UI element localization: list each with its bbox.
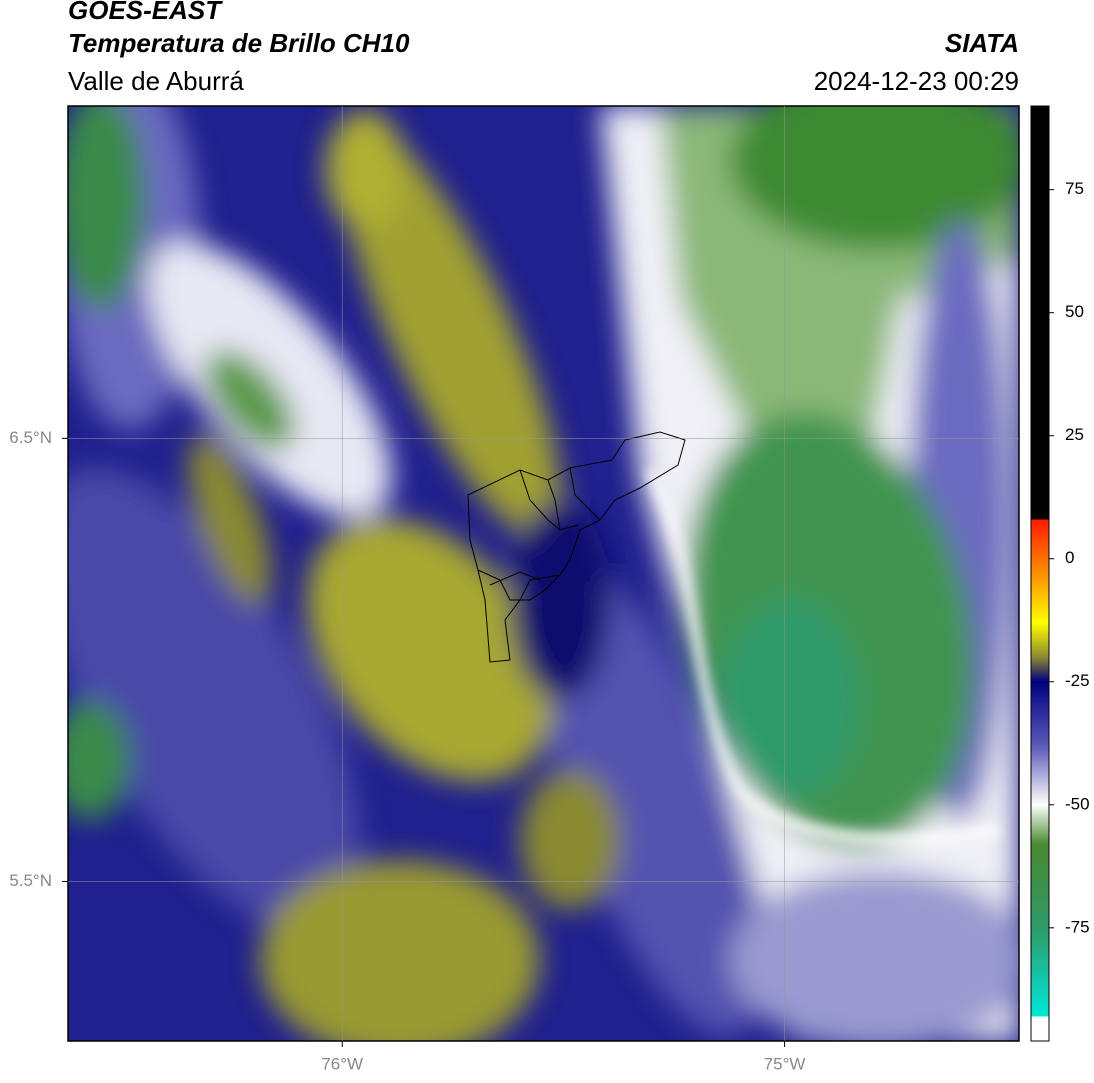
colorbar-tick-label: -25 [1065,671,1090,690]
y-tick-label: 6.5°N [9,428,52,447]
colorbar-tick-label: 75 [1065,179,1084,198]
x-tick-label: 75°W [764,1054,806,1073]
title: GOES-EAST [68,0,223,25]
colorbar-tick-label: -75 [1065,917,1090,936]
x-tick-label: 76°W [321,1054,363,1073]
map-frame [67,105,1020,1042]
colorbar-tick-label: 25 [1065,425,1084,444]
colorbar-tick-label: 50 [1065,302,1084,321]
colorbar-tick-label: -50 [1065,794,1090,813]
satellite-image [68,106,1019,1041]
datetime: 2024-12-23 00:29 [814,66,1019,96]
colorbar [1030,105,1050,1042]
region: Valle de Aburrá [68,66,244,96]
municipal-boundaries [467,431,686,663]
colorbar-tick-label: 0 [1065,548,1074,567]
y-tick-label: 5.5°N [9,871,52,890]
subtitle: Temperatura de Brillo CH10 [68,28,410,58]
agency: SIATA [945,28,1019,58]
